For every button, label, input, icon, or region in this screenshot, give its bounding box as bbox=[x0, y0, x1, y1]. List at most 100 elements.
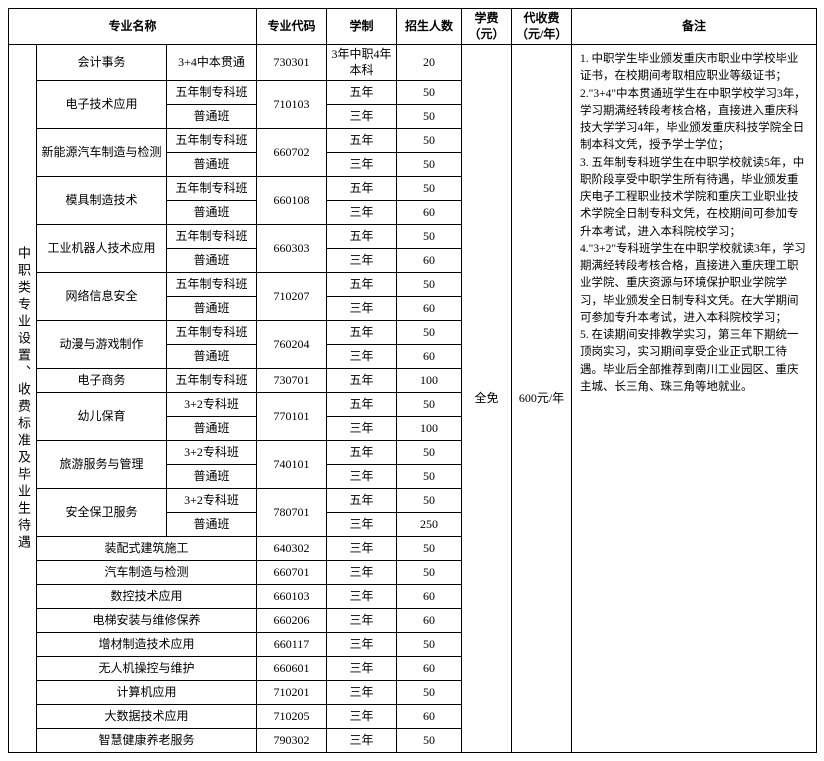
cell: 250 bbox=[397, 513, 462, 537]
cell: 五年制专科班 bbox=[167, 129, 257, 153]
cell: 3+2专科班 bbox=[167, 441, 257, 465]
col-code: 专业代码 bbox=[257, 9, 327, 45]
cell: 60 bbox=[397, 249, 462, 273]
cell: 三年 bbox=[327, 585, 397, 609]
cell: 五年制专科班 bbox=[167, 369, 257, 393]
cell: 三年 bbox=[327, 417, 397, 441]
cell: 五年制专科班 bbox=[167, 177, 257, 201]
cell: 50 bbox=[397, 465, 462, 489]
cell: 100 bbox=[397, 369, 462, 393]
header-row: 专业名称 专业代码 学制 招生人数 学费（元） 代收费（元/年） 备注 bbox=[9, 9, 817, 45]
col-years: 学制 bbox=[327, 9, 397, 45]
cell: 790302 bbox=[257, 729, 327, 753]
cell: 660206 bbox=[257, 609, 327, 633]
cell: 工业机器人技术应用 bbox=[37, 225, 167, 273]
cell: 五年 bbox=[327, 489, 397, 513]
cell: 3+2专科班 bbox=[167, 393, 257, 417]
cell: 50 bbox=[397, 177, 462, 201]
cell: 60 bbox=[397, 585, 462, 609]
cell: 会计事务 bbox=[37, 45, 167, 81]
cell: 三年 bbox=[327, 681, 397, 705]
cell: 50 bbox=[397, 489, 462, 513]
cell: 五年制专科班 bbox=[167, 321, 257, 345]
cell: 安全保卫服务 bbox=[37, 489, 167, 537]
cell: 20 bbox=[397, 45, 462, 81]
cell: 50 bbox=[397, 393, 462, 417]
cell: 动漫与游戏制作 bbox=[37, 321, 167, 369]
cell: 智慧健康养老服务 bbox=[37, 729, 257, 753]
cell: 普通班 bbox=[167, 513, 257, 537]
cell: 50 bbox=[397, 537, 462, 561]
cell: 电子商务 bbox=[37, 369, 167, 393]
cell: 50 bbox=[397, 225, 462, 249]
cell: 710103 bbox=[257, 81, 327, 129]
notes-cell: 1. 中职学生毕业颁发重庆市职业中学校毕业证书，在校期间考取相应职业等级证书；2… bbox=[572, 45, 817, 753]
cell: 660117 bbox=[257, 633, 327, 657]
cell: 三年 bbox=[327, 201, 397, 225]
cell: 50 bbox=[397, 681, 462, 705]
cell: 50 bbox=[397, 633, 462, 657]
cell: 三年 bbox=[327, 633, 397, 657]
cell: 710207 bbox=[257, 273, 327, 321]
cell: 电子技术应用 bbox=[37, 81, 167, 129]
cell: 50 bbox=[397, 273, 462, 297]
cell: 三年 bbox=[327, 705, 397, 729]
cell: 三年 bbox=[327, 105, 397, 129]
cell: 五年 bbox=[327, 369, 397, 393]
cell: 三年 bbox=[327, 513, 397, 537]
cell: 普通班 bbox=[167, 297, 257, 321]
cell: 780701 bbox=[257, 489, 327, 537]
cell: 660701 bbox=[257, 561, 327, 585]
cell: 3+2专科班 bbox=[167, 489, 257, 513]
cell: 五年制专科班 bbox=[167, 81, 257, 105]
cell: 三年 bbox=[327, 609, 397, 633]
cell: 710201 bbox=[257, 681, 327, 705]
cell: 三年 bbox=[327, 249, 397, 273]
cell: 增材制造技术应用 bbox=[37, 633, 257, 657]
tuition-cell: 全免 bbox=[462, 45, 512, 753]
cell: 740101 bbox=[257, 441, 327, 489]
cell: 60 bbox=[397, 345, 462, 369]
cell: 640302 bbox=[257, 537, 327, 561]
cell: 五年 bbox=[327, 321, 397, 345]
cell: 660108 bbox=[257, 177, 327, 225]
col-remarks: 备注 bbox=[572, 9, 817, 45]
side-title: 中职类专业设置、收费标准及毕业生待遇 bbox=[9, 45, 37, 753]
col-tuition: 学费（元） bbox=[462, 9, 512, 45]
cell: 三年 bbox=[327, 345, 397, 369]
cell: 50 bbox=[397, 105, 462, 129]
cell: 100 bbox=[397, 417, 462, 441]
cell: 60 bbox=[397, 297, 462, 321]
cell: 五年制专科班 bbox=[167, 225, 257, 249]
cell: 普通班 bbox=[167, 153, 257, 177]
cell: 三年 bbox=[327, 153, 397, 177]
cell: 三年 bbox=[327, 729, 397, 753]
cell: 50 bbox=[397, 81, 462, 105]
cell: 660702 bbox=[257, 129, 327, 177]
cell: 普通班 bbox=[167, 201, 257, 225]
cell: 装配式建筑施工 bbox=[37, 537, 257, 561]
cell: 60 bbox=[397, 609, 462, 633]
cell: 电梯安装与维修保养 bbox=[37, 609, 257, 633]
cell: 新能源汽车制造与检测 bbox=[37, 129, 167, 177]
cell: 模具制造技术 bbox=[37, 177, 167, 225]
cell: 大数据技术应用 bbox=[37, 705, 257, 729]
cell: 710205 bbox=[257, 705, 327, 729]
cell: 660303 bbox=[257, 225, 327, 273]
col-major: 专业名称 bbox=[9, 9, 257, 45]
cell: 60 bbox=[397, 705, 462, 729]
cell: 50 bbox=[397, 561, 462, 585]
cell: 旅游服务与管理 bbox=[37, 441, 167, 489]
cell: 五年 bbox=[327, 225, 397, 249]
cell: 普通班 bbox=[167, 465, 257, 489]
cell: 50 bbox=[397, 441, 462, 465]
cell: 五年 bbox=[327, 393, 397, 417]
cell: 730701 bbox=[257, 369, 327, 393]
cell: 50 bbox=[397, 321, 462, 345]
cell: 760204 bbox=[257, 321, 327, 369]
cell: 五年制专科班 bbox=[167, 273, 257, 297]
cell: 三年 bbox=[327, 537, 397, 561]
cell: 普通班 bbox=[167, 249, 257, 273]
other-cell: 600元/年 bbox=[512, 45, 572, 753]
cell: 660103 bbox=[257, 585, 327, 609]
